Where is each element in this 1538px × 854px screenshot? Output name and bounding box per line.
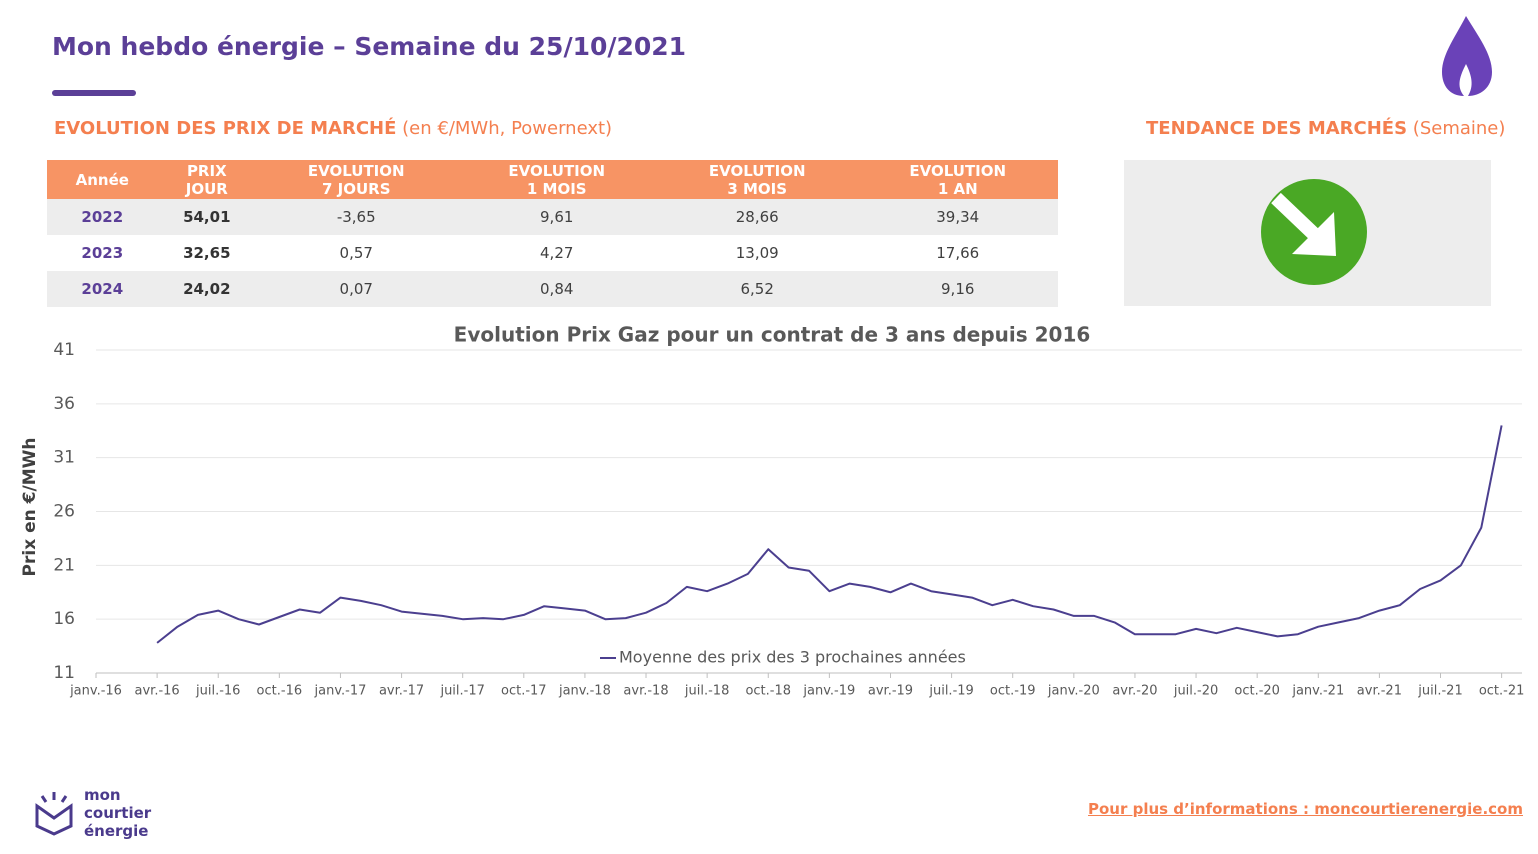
table-row: 2023 32,65 0,57 4,27 13,09 17,66 [47, 235, 1058, 271]
logo-text: courtier [84, 804, 152, 822]
y-tick-label: 36 [53, 394, 75, 414]
logo-text: mon [84, 786, 121, 804]
table-cell: 4,27 [540, 244, 574, 262]
column-header: EVOLUTION 1 MOIS [456, 160, 657, 199]
x-tick-label: oct.-19 [990, 684, 1036, 699]
x-tick-label: avr.-17 [379, 684, 424, 699]
x-tick-label: janv.-21 [1291, 684, 1344, 699]
trend-icon [1261, 179, 1367, 285]
table-cell: 2022 [47, 199, 158, 235]
header-text: 7 JOURS [321, 179, 391, 198]
y-axis-label: Prix en €/MWh [20, 438, 40, 577]
table-cell: 39,34 [857, 199, 1058, 235]
x-tick-label: oct.-17 [501, 684, 547, 699]
x-tick-label: avr.-16 [135, 684, 180, 699]
page-title: Mon hebdo énergie – Semaine du 25/10/202… [52, 32, 687, 61]
column-header: EVOLUTION 7 JOURS [256, 160, 457, 199]
table-row: 2024 24,02 0,07 0,84 6,52 9,16 [47, 271, 1058, 307]
x-tick-label: juil.-19 [928, 684, 973, 699]
y-tick-label: 26 [53, 502, 75, 522]
x-tick-label: janv.-16 [69, 684, 122, 699]
header-text: EVOLUTION [307, 161, 405, 180]
table-cell: 17,66 [936, 244, 980, 262]
table-cell: 2024 [47, 271, 158, 307]
section-title-main: TENDANCE DES MARCHÉS [1146, 118, 1408, 139]
x-tick-label: avr.-20 [1112, 684, 1157, 699]
y-tick-label: 31 [53, 448, 75, 468]
chart-title: Evolution Prix Gaz pour un contrat de 3 … [454, 323, 1091, 347]
table-cell: 13,09 [735, 244, 779, 262]
section-title: TENDANCE DES MARCHÉS (Semaine) [1146, 118, 1505, 139]
header-text: EVOLUTION [508, 161, 606, 180]
logo-text: énergie [84, 822, 149, 840]
x-tick-label: juil.-21 [1417, 684, 1462, 699]
column-header: EVOLUTION 3 MOIS [656, 160, 858, 199]
x-tick-label: janv.-19 [802, 684, 855, 699]
x-tick-label: janv.-20 [1047, 684, 1100, 699]
table-cell: 2023 [81, 244, 124, 262]
x-tick-label: oct.-16 [257, 684, 303, 699]
flame-icon [1442, 16, 1492, 96]
title-underline [52, 90, 136, 96]
table-cell: 54,01 [157, 199, 256, 235]
x-tick-label: janv.-18 [558, 684, 611, 699]
table-cell: 0,07 [256, 271, 457, 307]
price-table: Année PRIX JOUR EVOLUTION 7 JOURS EVOLUTION 1 … [47, 160, 1058, 307]
table-header: Année PRIX JOUR EVOLUTION 7 JOURS EVOLUTION 1 … [47, 160, 1058, 199]
x-tick-label: avr.-21 [1357, 684, 1402, 699]
section-subtitle: (en €/MWh, Powernext) [402, 118, 613, 139]
legend-label: Moyenne des prix des 3 prochaines années [619, 648, 966, 667]
x-tick-label: juil.-17 [439, 684, 484, 699]
column-header: Année [47, 160, 158, 199]
x-tick-label: oct.-20 [1234, 684, 1280, 699]
table-cell: -3,65 [256, 199, 457, 235]
y-tick-label: 41 [53, 340, 75, 360]
x-tick-label: juil.-20 [1173, 684, 1218, 699]
column-header: PRIX JOUR [157, 160, 256, 199]
x-tick-label: juil.-18 [684, 684, 729, 699]
x-tick-label: avr.-18 [623, 684, 668, 699]
table-cell: 9,16 [857, 271, 1058, 307]
column-header: EVOLUTION 1 AN [857, 160, 1058, 199]
y-tick-label: 16 [53, 609, 75, 629]
table-cell: 0,57 [339, 244, 373, 262]
data-line [156, 425, 1503, 644]
header-text: JOUR [185, 179, 228, 198]
header-text: 1 AN [937, 179, 978, 198]
info-link[interactable]: Pour plus d’informations : moncourtieren… [1088, 800, 1523, 818]
section-title: EVOLUTION DES PRIX DE MARCHÉ (en €/MWh, … [54, 118, 612, 139]
table-body: 2022 54,01 -3,65 9,61 28,66 39,34 2023 32,65 0,5… [47, 199, 1058, 307]
table-cell: 24,02 [157, 271, 256, 307]
table-cell: 0,84 [456, 271, 657, 307]
x-tick-label: juil.-16 [195, 684, 240, 699]
x-tick-label: janv.-17 [314, 684, 367, 699]
header-text: Année [75, 170, 129, 189]
table-cell: 28,66 [656, 199, 858, 235]
header-text: 1 MOIS [526, 179, 587, 198]
header-text: PRIX [186, 161, 227, 180]
table-row: 2022 54,01 -3,65 9,61 28,66 39,34 [47, 199, 1058, 235]
x-tick-label: oct.-21 [1479, 684, 1525, 699]
x-tick-label: avr.-19 [868, 684, 913, 699]
y-tick-label: 21 [53, 555, 75, 575]
table-cell: 32,65 [183, 244, 231, 262]
logo: mon courtier énergie [84, 786, 151, 840]
x-tick-label: oct.-18 [745, 684, 791, 699]
header-text: EVOLUTION [708, 161, 806, 180]
header-text: 3 MOIS [727, 179, 788, 198]
logo-icon [35, 792, 73, 836]
section-title-main: EVOLUTION DES PRIX DE MARCHÉ [54, 118, 397, 139]
trend-panel [1124, 160, 1491, 306]
header-text: EVOLUTION [909, 161, 1007, 180]
table-cell: 9,61 [456, 199, 657, 235]
table-cell: 6,52 [656, 271, 858, 307]
section-subtitle: (Semaine) [1412, 118, 1506, 139]
y-tick-label: 11 [53, 663, 75, 683]
